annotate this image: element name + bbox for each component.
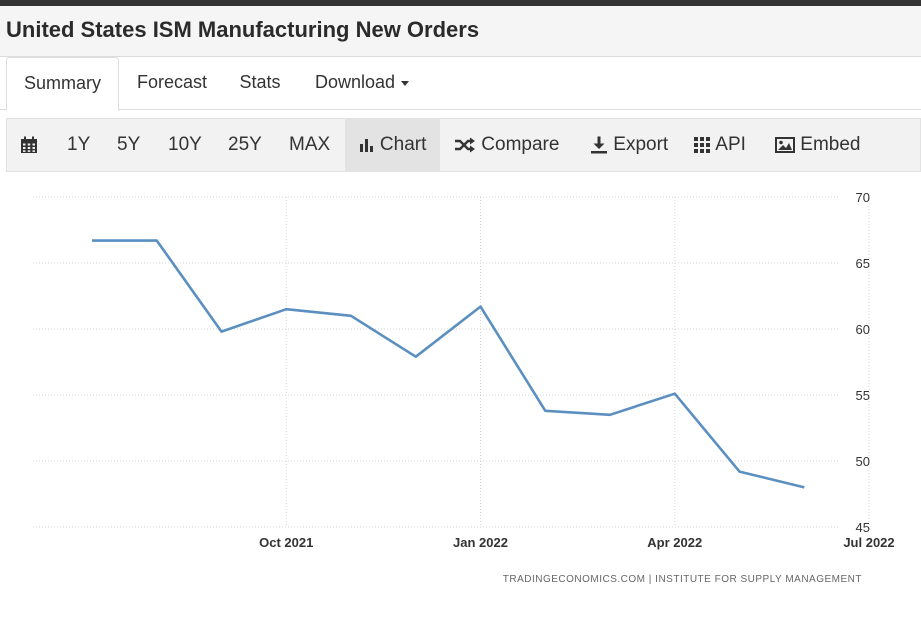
y-tick-label: 50 — [856, 454, 870, 469]
y-tick-label: 65 — [856, 256, 870, 271]
range-10y-label: 10Y — [168, 134, 202, 155]
label-layer: 70 65 60 55 50 45 Oct 2021 Jan 2022 Apr 2022 Jul … — [259, 190, 895, 550]
tab-summary-label: Summary — [24, 73, 101, 93]
page-title: United States ISM Manufacturing New Orde… — [6, 17, 479, 43]
chart-button[interactable]: Chart — [345, 119, 440, 171]
api-label: API — [715, 134, 746, 155]
caret-down-icon — [401, 81, 409, 86]
tab-summary[interactable]: Summary — [6, 57, 119, 111]
y-tick-label: 55 — [856, 388, 870, 403]
series-layer — [92, 240, 804, 487]
tab-forecast-label: Forecast — [137, 72, 207, 92]
tab-forecast[interactable]: Forecast — [126, 57, 218, 109]
y-tick-label: 70 — [856, 190, 870, 205]
range-max-button[interactable]: MAX — [289, 119, 330, 171]
grid-icon — [694, 137, 710, 153]
shuffle-icon — [454, 137, 476, 153]
line-chart: 70 65 60 55 50 45 Oct 2021 Jan 2022 Apr 2022 Jul … — [0, 172, 921, 612]
chart-source: TRADINGECONOMICS.COM | INSTITUTE FOR SUP… — [503, 574, 862, 585]
x-tick-label: Jul 2022 — [843, 535, 894, 550]
y-tick-label: 45 — [856, 520, 870, 535]
chart-toolbar: 1Y 5Y 10Y 25Y MAX Chart Compare Export — [6, 118, 921, 172]
download-icon — [590, 136, 608, 154]
image-icon — [775, 137, 795, 153]
embed-label: Embed — [800, 134, 860, 155]
grid-layer — [33, 197, 869, 527]
compare-label: Compare — [481, 134, 559, 155]
tab-download[interactable]: Download — [302, 57, 422, 109]
tab-stats-label: Stats — [239, 72, 280, 92]
chart-area: 70 65 60 55 50 45 Oct 2021 Jan 2022 Apr 2022 Jul … — [0, 172, 921, 612]
export-button[interactable]: Export — [590, 119, 668, 171]
range-25y-button[interactable]: 25Y — [228, 119, 262, 171]
embed-button[interactable]: Embed — [775, 119, 860, 171]
range-1y-label: 1Y — [67, 134, 90, 155]
title-bar: United States ISM Manufacturing New Orde… — [0, 6, 921, 57]
bar-chart-icon — [359, 137, 375, 153]
x-tick-label: Jan 2022 — [453, 535, 508, 550]
range-10y-button[interactable]: 10Y — [168, 119, 202, 171]
export-label: Export — [613, 134, 668, 155]
tab-download-label: Download — [315, 72, 395, 92]
range-1y-button[interactable]: 1Y — [67, 119, 90, 171]
x-tick-label: Apr 2022 — [647, 535, 702, 550]
tab-stats[interactable]: Stats — [228, 57, 292, 109]
calendar-icon — [20, 136, 38, 154]
y-tick-label: 60 — [856, 322, 870, 337]
series-line — [92, 241, 804, 488]
range-25y-label: 25Y — [228, 134, 262, 155]
range-5y-button[interactable]: 5Y — [117, 119, 140, 171]
calendar-button[interactable] — [13, 119, 45, 171]
chart-label: Chart — [380, 134, 426, 155]
api-button[interactable]: API — [694, 119, 746, 171]
compare-button[interactable]: Compare — [454, 119, 559, 171]
x-tick-label: Oct 2021 — [259, 535, 313, 550]
range-5y-label: 5Y — [117, 134, 140, 155]
range-max-label: MAX — [289, 134, 330, 155]
tab-bar: Summary Forecast Stats Download — [0, 57, 921, 110]
